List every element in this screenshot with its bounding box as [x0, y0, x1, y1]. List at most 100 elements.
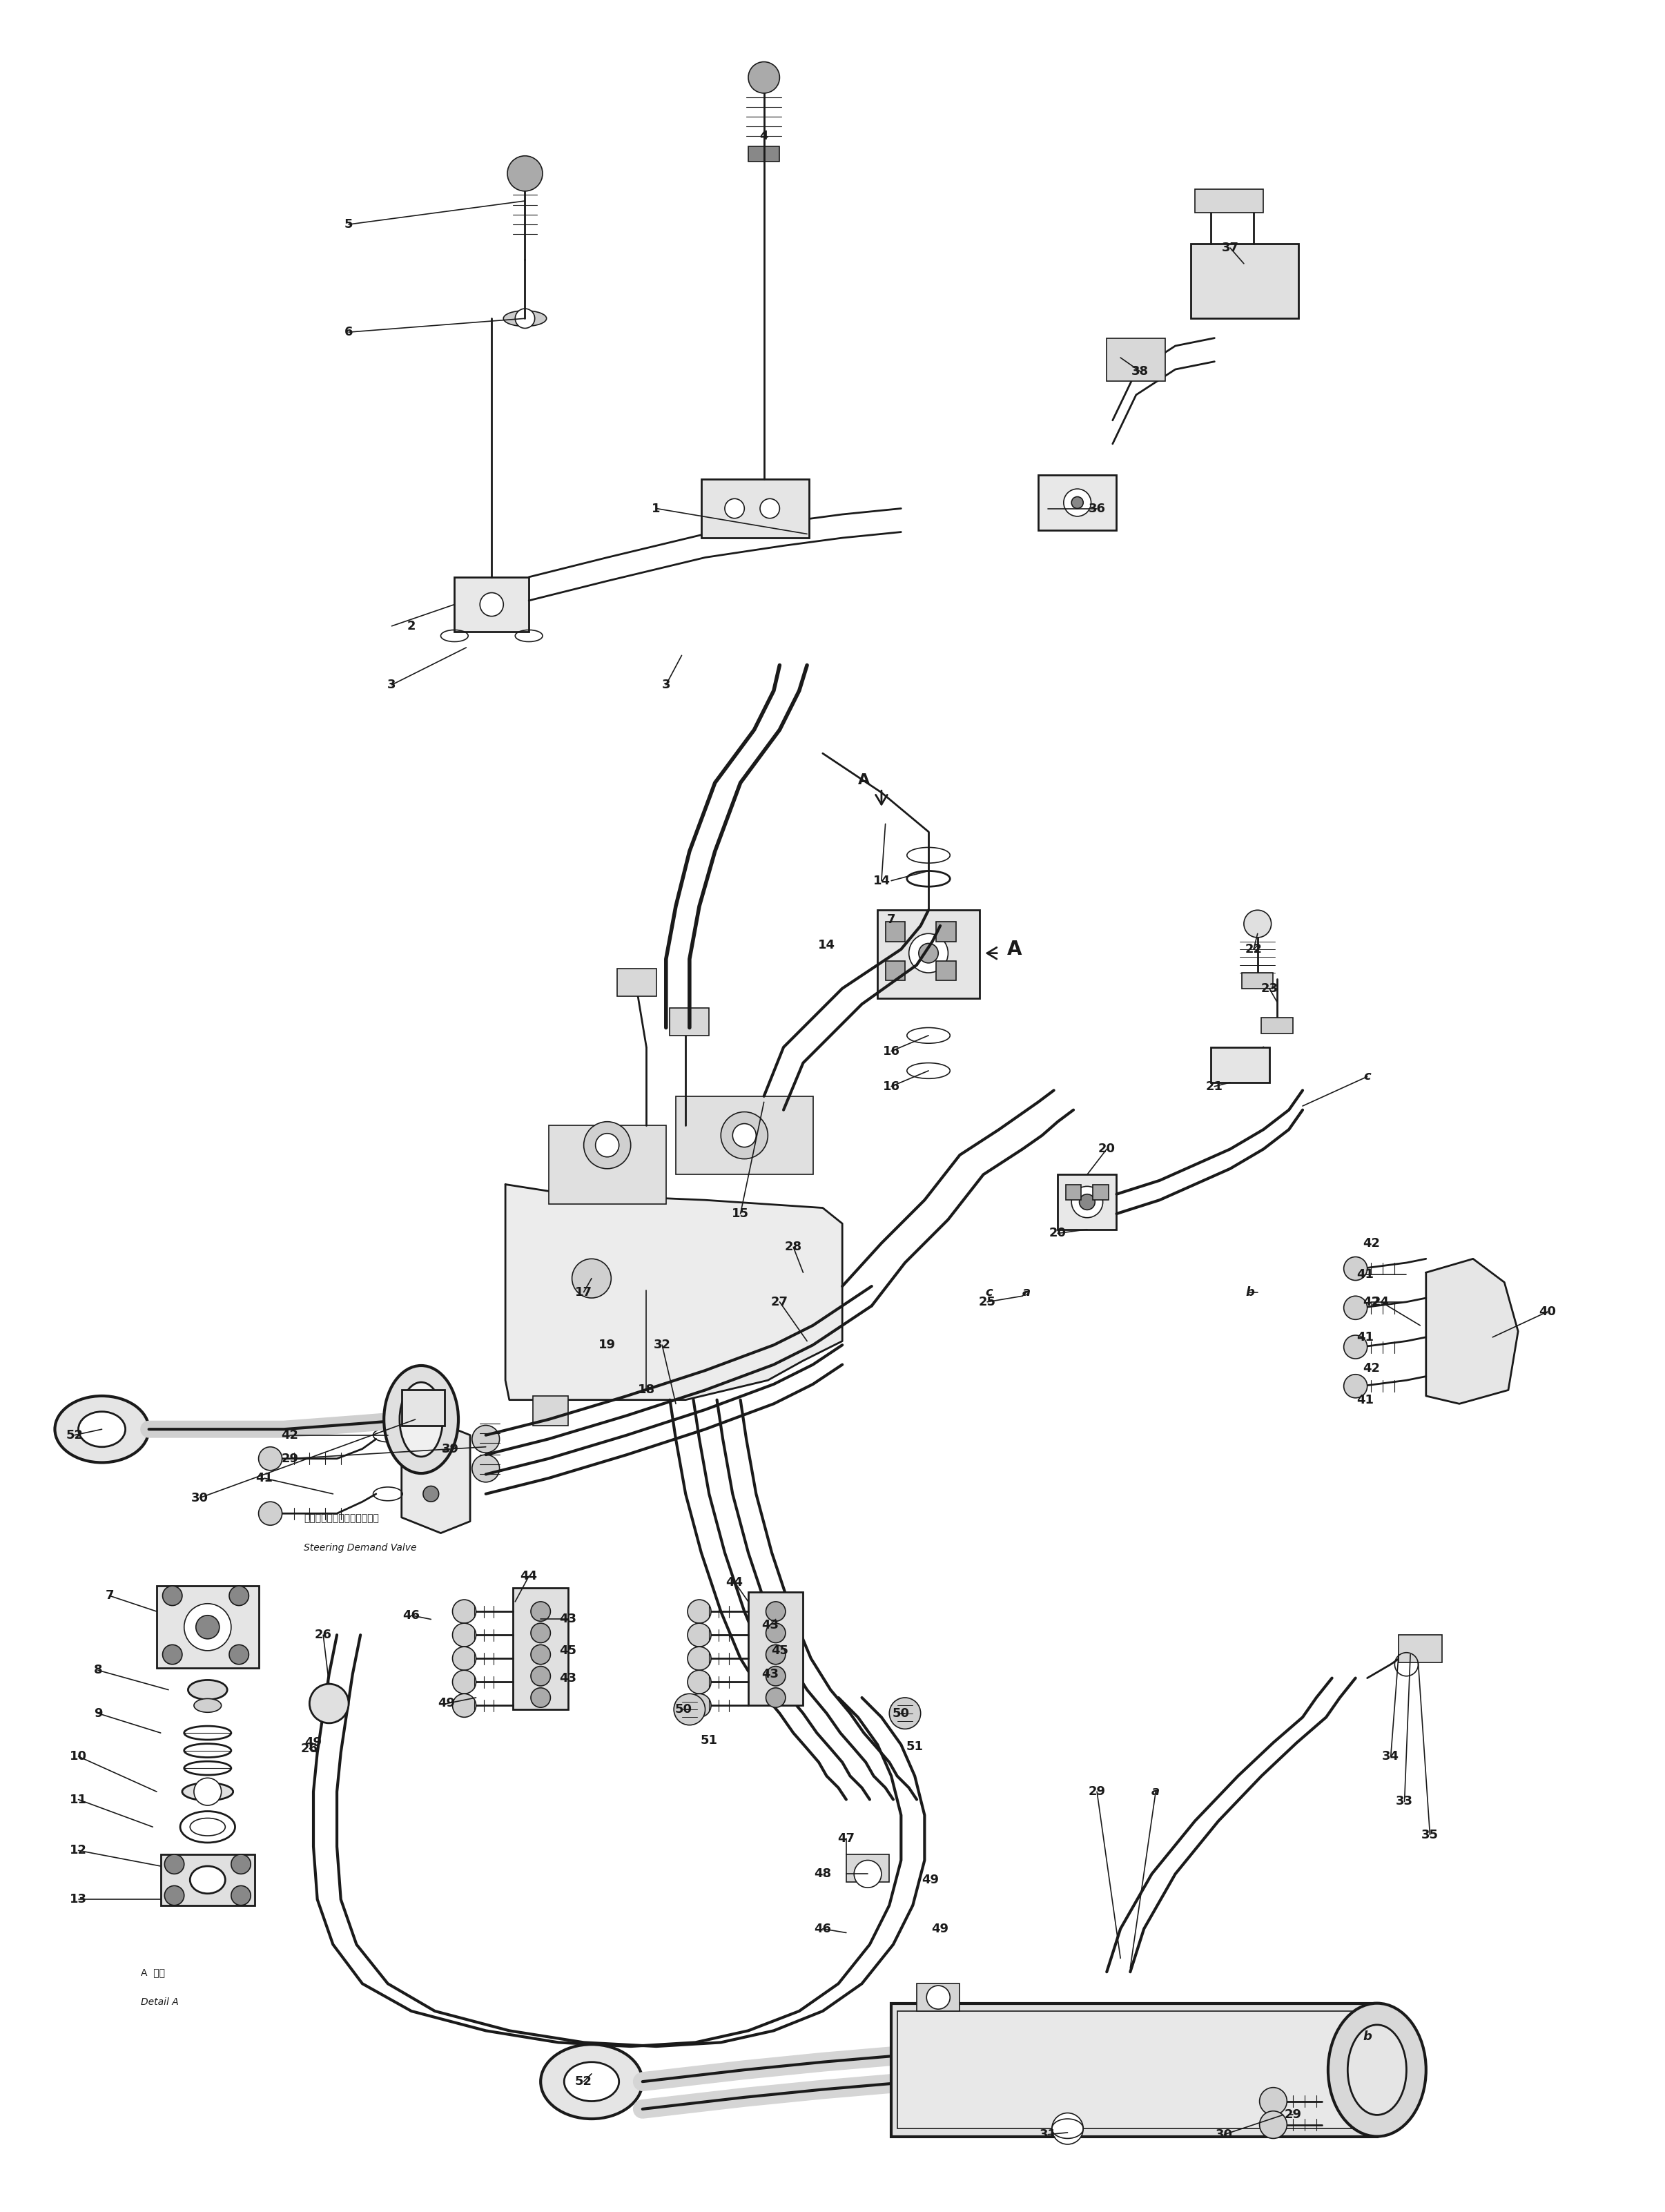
Ellipse shape [181, 1783, 233, 1801]
Circle shape [531, 1666, 551, 1686]
Circle shape [724, 498, 744, 518]
Bar [917, 1984, 959, 2011]
Circle shape [231, 1854, 251, 1874]
Text: ステアリングデマンドハルフ: ステアリングデマンドハルフ [303, 1513, 378, 1524]
Text: 29: 29 [1284, 2108, 1302, 2121]
Ellipse shape [385, 1365, 458, 1473]
Text: c: c [986, 1285, 992, 1298]
Text: 30: 30 [1215, 2128, 1232, 2141]
Text: 45: 45 [559, 1644, 576, 1657]
Text: 41: 41 [1357, 1394, 1374, 1407]
Text: 39: 39 [441, 1442, 460, 1455]
Text: 45: 45 [771, 1644, 788, 1657]
Text: a: a [1022, 1285, 1031, 1298]
Text: 30: 30 [191, 1491, 208, 1504]
Text: 52: 52 [67, 1429, 83, 1442]
Circle shape [766, 1646, 786, 1663]
Circle shape [453, 1670, 476, 1694]
Text: 43: 43 [559, 1613, 576, 1626]
Circle shape [231, 1885, 251, 1905]
Text: 20: 20 [1049, 1228, 1066, 1239]
Text: 31: 31 [1039, 2128, 1057, 2141]
Circle shape [766, 1666, 786, 1686]
Circle shape [721, 1113, 768, 1159]
Text: 10: 10 [70, 1750, 87, 1763]
Circle shape [514, 310, 534, 327]
Text: 43: 43 [761, 1619, 779, 1632]
Text: 46: 46 [814, 1922, 831, 1936]
Circle shape [193, 1778, 221, 1805]
Bar [401, 1389, 445, 1425]
Text: 20: 20 [1099, 1144, 1116, 1155]
Text: 42: 42 [281, 1429, 298, 1442]
Bar [897, 2011, 1372, 2128]
Circle shape [531, 1601, 551, 1621]
Text: 42: 42 [1362, 1237, 1380, 1250]
Circle shape [1344, 1336, 1367, 1358]
Text: 4: 4 [759, 131, 768, 142]
Ellipse shape [1347, 2024, 1407, 2115]
Bar [701, 480, 809, 538]
Circle shape [165, 1854, 185, 1874]
Bar [1399, 1635, 1442, 1663]
Circle shape [531, 1646, 551, 1663]
Text: 42: 42 [1362, 1296, 1380, 1307]
Text: 15: 15 [733, 1208, 749, 1221]
Text: 34: 34 [1382, 1750, 1399, 1763]
Text: 36: 36 [1089, 502, 1106, 515]
Text: 3: 3 [388, 679, 396, 690]
Text: 14: 14 [872, 874, 891, 887]
Ellipse shape [193, 1699, 221, 1712]
Bar [1242, 973, 1274, 989]
Circle shape [766, 1624, 786, 1644]
Text: 52: 52 [574, 2075, 593, 2088]
Circle shape [258, 1447, 281, 1471]
Bar [548, 1126, 666, 1203]
Text: 12: 12 [70, 1845, 87, 1856]
Text: 28: 28 [784, 1241, 803, 1254]
Text: 14: 14 [818, 940, 836, 951]
Circle shape [733, 1124, 756, 1148]
Circle shape [163, 1586, 181, 1606]
Circle shape [919, 942, 939, 962]
Text: 44: 44 [519, 1571, 538, 1582]
Ellipse shape [190, 1867, 225, 1893]
Text: 25: 25 [979, 1296, 996, 1307]
Text: 46: 46 [403, 1608, 420, 1621]
Circle shape [1072, 1186, 1102, 1217]
Text: 19: 19 [599, 1338, 616, 1352]
Text: a: a [1152, 1785, 1161, 1798]
Text: 51: 51 [701, 1734, 718, 1747]
Bar [160, 1854, 255, 1905]
Ellipse shape [564, 2062, 619, 2101]
Circle shape [1259, 2088, 1287, 2115]
Circle shape [1064, 489, 1091, 515]
Circle shape [480, 593, 503, 617]
Text: 33: 33 [1395, 1796, 1414, 1807]
Bar [533, 1396, 568, 1425]
Text: 49: 49 [932, 1922, 949, 1936]
Text: 16: 16 [882, 1044, 899, 1057]
Text: 32: 32 [653, 1338, 671, 1352]
Circle shape [909, 933, 947, 973]
Text: 9: 9 [93, 1708, 102, 1719]
Circle shape [1344, 1296, 1367, 1321]
Circle shape [759, 498, 779, 518]
Circle shape [854, 1860, 881, 1887]
Circle shape [258, 1502, 281, 1526]
Bar [455, 577, 529, 633]
Text: 26: 26 [301, 1743, 318, 1754]
Bar [1107, 338, 1166, 380]
Bar [157, 1586, 258, 1668]
Ellipse shape [1329, 2004, 1425, 2137]
Bar [891, 2004, 1377, 2137]
Text: 7: 7 [887, 914, 896, 927]
Text: b: b [1245, 1285, 1254, 1298]
Ellipse shape [55, 1396, 148, 1462]
Text: 41: 41 [1357, 1332, 1374, 1343]
Bar [1039, 476, 1117, 531]
Text: 48: 48 [814, 1867, 831, 1880]
Circle shape [748, 62, 779, 93]
Circle shape [508, 155, 543, 190]
Text: 5: 5 [345, 219, 353, 230]
